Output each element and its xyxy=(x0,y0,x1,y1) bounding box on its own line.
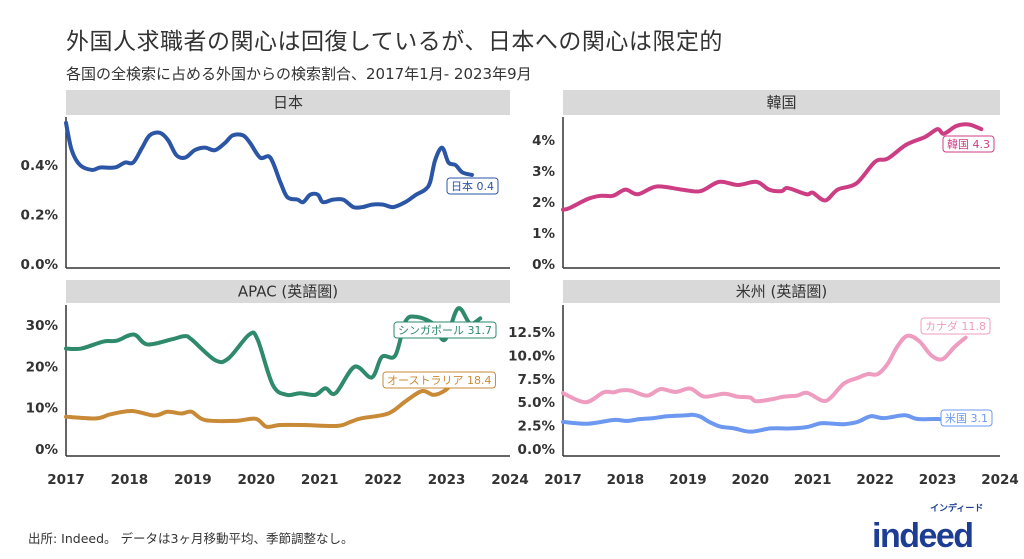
x-tick-label: 2024 xyxy=(491,472,529,488)
y-tick-label: 0% xyxy=(35,442,58,458)
y-tick-label: 7.5% xyxy=(518,372,556,388)
series-end-label-box xyxy=(940,409,993,427)
y-tick-label: 0% xyxy=(532,257,555,273)
x-tick-label: 2021 xyxy=(301,472,339,488)
series-end-label: 米国 3.1 xyxy=(940,409,993,427)
source-note: 出所: Indeed。 データは3ヶ月移動平均、季節調整なし。 xyxy=(28,531,354,546)
series-line-日本 xyxy=(64,120,474,210)
panel-strip xyxy=(563,280,1000,303)
series-end-label-text: 韓国 4.3 xyxy=(947,138,990,151)
panel-1: 日本 0.0% 0.2% 0.4% 日本 0.4 xyxy=(21,90,510,273)
series-line-オーストラリア xyxy=(64,371,483,429)
series-line-シンガポール xyxy=(64,306,483,398)
y-tick-label: 0.2% xyxy=(21,208,59,224)
indeed-logo: インディード indeed xyxy=(868,504,1008,558)
y-tick-label: 0.4% xyxy=(21,158,59,174)
series-line-韓国 xyxy=(561,122,984,212)
y-tick-label: 5.0% xyxy=(518,395,556,411)
panel-2: 韓国 0% 1% 2% 3% 4% 韓国 4.3 xyxy=(532,90,1000,273)
y-tick-label: 3% xyxy=(532,164,555,180)
chart-subtitle: 各国の全検索に占める外国からの検索割合、2017年1月- 2023年9月 xyxy=(66,65,532,83)
y-tick-label: 30% xyxy=(26,318,59,334)
x-tick-label: 2022 xyxy=(364,472,402,488)
x-tick-label: 2017 xyxy=(544,472,582,488)
series-end-label-box xyxy=(393,321,497,339)
y-tick-label: 2% xyxy=(532,195,555,211)
series-end-label-text: 日本 0.4 xyxy=(451,179,494,193)
panel-title: APAC (英語圏) xyxy=(238,283,338,301)
panel-strip xyxy=(66,280,510,303)
y-tick-label: 12.5% xyxy=(508,325,555,341)
panel-3: APAC (英語圏) 0% 10% 20% 30% 2017 2018 2019 2020 202… xyxy=(26,280,529,488)
series-end-label: 日本 0.4 xyxy=(446,177,499,195)
series-end-label-text: 米国 3.1 xyxy=(945,412,988,425)
series-end-label-box xyxy=(382,371,496,389)
x-tick-label: 2024 xyxy=(981,472,1019,488)
x-tick-label: 2022 xyxy=(856,472,894,488)
logo-word: indeed xyxy=(872,517,974,555)
y-tick-label: 1% xyxy=(532,226,555,242)
x-tick-label: 2018 xyxy=(607,472,645,488)
panel-title: 日本 xyxy=(273,94,303,112)
x-tick-label: 2023 xyxy=(919,472,957,488)
panel-4: 米州 (英語圏) 0.0% 2.5% 5.0% 7.5% 10.0% 12.5% 2017 20… xyxy=(508,280,1019,488)
chart-title: 外国人求職者の関心は回復しているが、日本への関心は限定的 xyxy=(66,29,723,55)
x-tick-label: 2019 xyxy=(174,472,212,488)
series-end-label-box xyxy=(942,135,995,153)
series-end-label-box xyxy=(446,177,499,195)
series-line-カナダ xyxy=(561,333,968,405)
y-tick-label: 4% xyxy=(532,133,555,149)
x-tick-label: 2019 xyxy=(669,472,707,488)
x-tick-label: 2020 xyxy=(731,472,769,488)
panel-strip xyxy=(563,90,1000,115)
series-end-label: オーストラリア 18.4 xyxy=(382,371,496,389)
series-end-label: 韓国 4.3 xyxy=(942,135,995,153)
x-tick-label: 2017 xyxy=(47,472,85,488)
y-tick-label: 0.0% xyxy=(518,442,556,458)
panel-strip xyxy=(66,90,510,115)
y-tick-label: 10.0% xyxy=(508,348,555,364)
series-line-米国 xyxy=(561,412,957,434)
series-end-label-box xyxy=(920,317,991,335)
y-tick-label: 20% xyxy=(26,359,59,375)
x-tick-label: 2023 xyxy=(428,472,466,488)
panel-title: 米州 (英語圏) xyxy=(736,283,827,301)
series-end-label: シンガポール 31.7 xyxy=(393,321,497,339)
logo-kana: インディード xyxy=(930,504,984,514)
x-tick-label: 2021 xyxy=(794,472,832,488)
y-tick-label: 2.5% xyxy=(518,419,556,435)
series-end-label-text: カナダ 11.8 xyxy=(925,319,986,333)
y-tick-label: 0.0% xyxy=(21,257,59,273)
x-tick-label: 2018 xyxy=(111,472,149,488)
series-end-label-text: オーストラリア 18.4 xyxy=(387,374,491,387)
series-end-label-text: シンガポール 31.7 xyxy=(398,324,492,337)
y-tick-label: 10% xyxy=(26,401,59,417)
series-end-label: カナダ 11.8 xyxy=(920,317,991,335)
x-tick-label: 2020 xyxy=(237,472,275,488)
panel-title: 韓国 xyxy=(766,94,796,112)
